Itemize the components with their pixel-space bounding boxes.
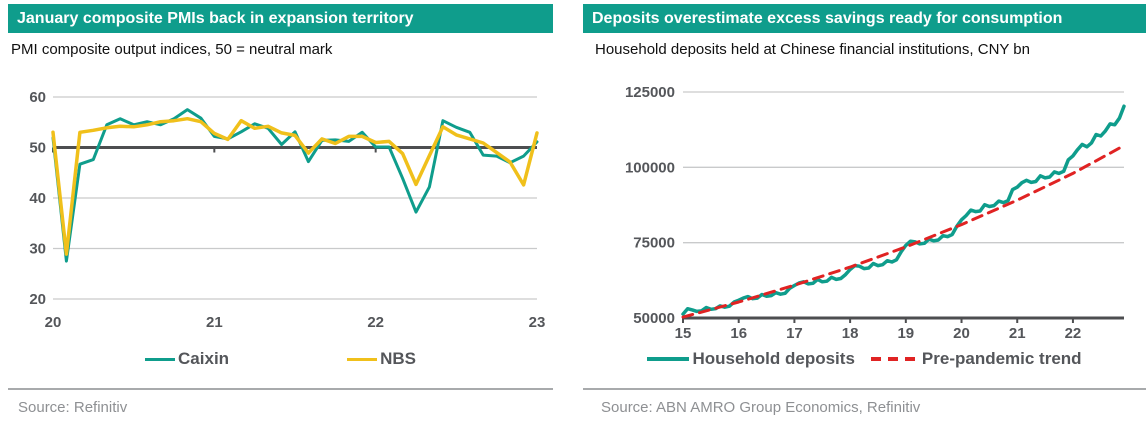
svg-text:60: 60 <box>29 89 46 106</box>
svg-text:20: 20 <box>45 314 62 331</box>
svg-text:30: 30 <box>29 241 46 258</box>
svg-text:75000: 75000 <box>633 235 675 252</box>
deposits-source: Source: ABN AMRO Group Economics, Refini… <box>583 388 1146 416</box>
caixin-legend-label: Caixin <box>178 349 230 368</box>
legend-item-pre-pandemic-trend: Pre-pandemic trend <box>870 349 1082 369</box>
household-deposits-legend-label: Household deposits <box>692 349 855 368</box>
deposits-legend: Household deposits Pre-pandemic trend <box>583 349 1146 369</box>
pre-pandemic-trend-swatch <box>870 357 919 361</box>
svg-text:16: 16 <box>730 325 747 342</box>
svg-text:17: 17 <box>786 325 803 342</box>
svg-text:50000: 50000 <box>633 310 675 327</box>
svg-text:15: 15 <box>675 325 692 342</box>
pmi-legend: Caixin NBS <box>8 349 553 369</box>
nbs-legend-label: NBS <box>380 349 416 368</box>
deposits-subtitle: Household deposits held at Chinese finan… <box>595 41 1030 58</box>
nbs-line-swatch <box>347 357 378 361</box>
deposits-title: Deposits overestimate excess savings rea… <box>592 9 1063 27</box>
svg-text:21: 21 <box>206 314 223 331</box>
deposits-chart: 50000 75000 100000 125000 15 16 17 18 19 20 21 22 <box>625 85 1126 342</box>
pmi-source: Source: Refinitiv <box>8 388 553 416</box>
svg-text:21: 21 <box>1009 325 1026 342</box>
pmi-panel: January composite PMIs back in expansion… <box>8 0 553 428</box>
svg-text:19: 19 <box>897 325 914 342</box>
legend-item-caixin: Caixin <box>145 349 229 369</box>
deposits-title-bar: Deposits overestimate excess savings rea… <box>583 4 1146 33</box>
deposits-panel: Deposits overestimate excess savings rea… <box>583 0 1146 428</box>
svg-text:20: 20 <box>953 325 970 342</box>
pmi-subtitle: PMI composite output indices, 50 = neutr… <box>11 41 333 58</box>
pmi-chart: 20 30 40 50 60 20 21 22 23 <box>29 89 546 331</box>
svg-text:50: 50 <box>29 140 46 157</box>
pmi-title-bar: January composite PMIs back in expansion… <box>8 4 553 33</box>
pre-pandemic-trend-legend-label: Pre-pandemic trend <box>921 349 1082 368</box>
household-deposits-line-swatch <box>647 357 690 361</box>
pmi-title: January composite PMIs back in expansion… <box>17 9 414 27</box>
svg-text:125000: 125000 <box>625 85 675 101</box>
legend-item-household-deposits: Household deposits <box>647 349 855 369</box>
svg-text:100000: 100000 <box>625 159 675 176</box>
svg-text:20: 20 <box>29 291 46 308</box>
svg-text:22: 22 <box>367 314 384 331</box>
svg-text:22: 22 <box>1065 325 1082 342</box>
svg-text:23: 23 <box>529 314 546 331</box>
svg-text:18: 18 <box>842 325 859 342</box>
legend-item-nbs: NBS <box>347 349 416 369</box>
svg-text:40: 40 <box>29 190 46 207</box>
caixin-line-swatch <box>145 357 176 361</box>
